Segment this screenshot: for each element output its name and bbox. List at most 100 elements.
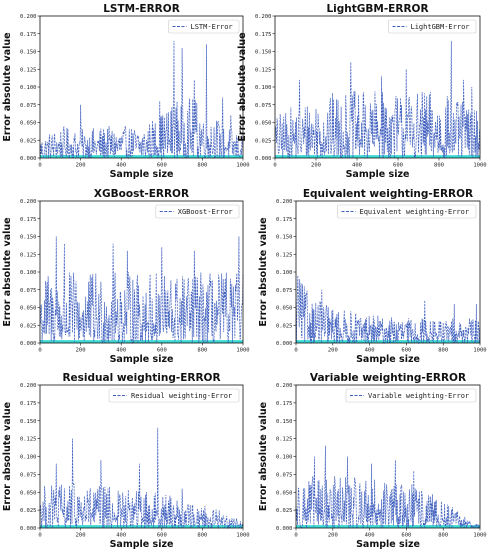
chart-title: Variable weighting-ERROR [310,372,466,384]
chart-panel-3: 0.000 0.025 0.050 0.075 0.100 0.125 0.150 0.175… [2,188,250,365]
y-tick-label: 0.050 [20,490,37,496]
y-tick-label: 0.075 [20,103,37,109]
legend-label: LightGBM-Error [411,23,470,31]
x-tick-label: 0 [294,533,297,539]
baseline-band [275,155,480,158]
y-tick-label: 0.150 [276,419,293,425]
y-tick-label: 0.050 [276,306,293,312]
baseline-band [296,525,480,528]
y-axis-label: Error absolute value [258,217,269,326]
x-tick-label: 400 [352,163,362,169]
y-tick-label: 0.050 [255,121,272,127]
y-tick-label: 0.025 [255,138,272,144]
y-tick-label: 0.150 [20,235,37,241]
legend: Equivalent weighting-Error [337,204,477,219]
y-tick-label: 0.125 [20,67,37,73]
y-tick-label: 0.000 [20,341,37,347]
legend: XGBoost-Error [155,204,240,219]
baseline-band [296,340,480,343]
series-line [274,40,481,159]
chart-panel-5: 0.000 0.025 0.050 0.075 0.100 0.125 0.150 0.175… [2,372,250,550]
x-tick-label: 800 [438,533,448,539]
legend-label: LSTM-Error [191,23,233,31]
plot-frame [39,15,244,159]
baseline-band [40,340,243,343]
y-axis-label: Error absolute value [258,402,269,511]
chart-title: LightGBM-ERROR [326,3,428,15]
legend: LightGBM-Error [388,19,477,34]
y-axis-label: Error absolute value [237,32,248,141]
y-tick-label: 0.150 [20,50,37,56]
y-tick-label: 0.025 [20,323,37,329]
series-line [295,275,481,345]
chart-panel-4: 0.000 0.025 0.050 0.075 0.100 0.125 0.150 0.175… [258,188,487,365]
y-tick-label: 0.075 [20,472,37,478]
y-tick-label: 0.200 [20,383,37,389]
y-tick-label: 0.200 [20,14,37,20]
x-tick-label: 400 [116,163,126,169]
x-tick-label: 200 [76,533,86,539]
plot-frame [295,200,481,344]
y-tick-label: 0.025 [276,323,293,329]
legend-box [388,19,477,34]
y-axis-label: Error absolute value [2,32,13,141]
x-tick-label: 1000 [473,348,486,354]
x-tick-label: 0 [38,533,41,539]
chart-title: Residual weighting-ERROR [62,372,220,384]
y-tick-label: 0.000 [276,526,293,532]
y-tick-label: 0.175 [276,401,293,407]
chart-panel-2: 0.000 0.025 0.050 0.075 0.100 0.125 0.150 0.175… [237,3,487,180]
x-axis-label: Sample size [356,354,420,365]
x-tick-label: 800 [197,533,207,539]
y-tick-label: 0.050 [20,121,37,127]
x-tick-label: 600 [401,533,411,539]
y-tick-label: 0.200 [255,14,272,20]
y-tick-label: 0.200 [276,383,293,389]
y-tick-label: 0.025 [276,508,293,514]
y-tick-label: 0.175 [20,32,37,38]
y-tick-label: 0.000 [20,526,37,532]
x-axis-label: Sample size [346,169,410,180]
x-tick-label: 400 [365,533,375,539]
y-tick-label: 0.025 [20,138,37,144]
x-tick-label: 800 [438,348,448,354]
y-tick-label: 0.075 [20,288,37,294]
legend: Residual weighting-Error [108,388,240,403]
y-tick-label: 0.200 [20,199,37,205]
legend-box [168,19,240,34]
y-tick-label: 0.025 [20,508,37,514]
x-tick-label: 400 [365,348,375,354]
x-axis-label: Sample size [356,539,420,550]
x-axis-label: Sample size [110,169,174,180]
y-tick-label: 0.000 [276,341,293,347]
x-tick-label: 800 [197,163,207,169]
y-tick-label: 0.200 [276,199,293,205]
series-line [39,236,244,344]
x-tick-label: 600 [157,163,167,169]
y-tick-label: 0.000 [255,156,272,162]
y-tick-label: 0.175 [20,401,37,407]
chart-panel-6: 0.000 0.025 0.050 0.075 0.100 0.125 0.150 0.175… [258,372,487,550]
x-axis-label: Sample size [110,539,174,550]
y-axis-label: Error absolute value [2,402,13,511]
x-tick-label: 400 [116,533,126,539]
y-tick-label: 0.125 [276,252,293,258]
baseline-band [40,155,243,158]
x-axis-label: Sample size [110,354,174,365]
y-tick-label: 0.100 [255,85,272,91]
y-axis-label: Error absolute value [2,217,13,326]
y-tick-label: 0.175 [276,217,293,223]
x-tick-label: 0 [273,163,276,169]
y-tick-label: 0.100 [276,270,293,276]
x-tick-label: 1000 [236,348,249,354]
y-tick-label: 0.125 [276,437,293,443]
y-tick-label: 0.125 [255,67,272,73]
x-tick-label: 1000 [473,533,486,539]
y-tick-label: 0.100 [20,85,37,91]
y-tick-label: 0.175 [20,217,37,223]
x-tick-label: 800 [434,163,444,169]
y-tick-label: 0.100 [276,455,293,461]
x-tick-label: 1000 [236,533,249,539]
y-tick-label: 0.075 [276,288,293,294]
